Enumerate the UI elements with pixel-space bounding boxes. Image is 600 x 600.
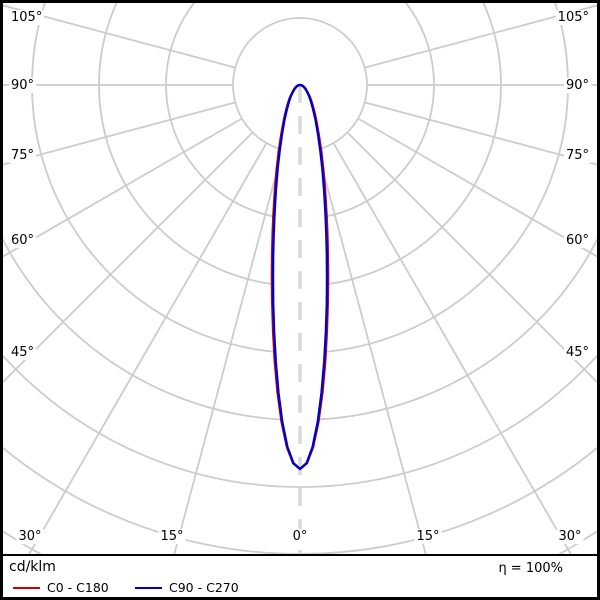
angle-label-left-0: 105° xyxy=(9,10,45,25)
unit-label: cd/klm xyxy=(9,559,56,575)
angle-label-left-4: 45° xyxy=(9,345,37,360)
angle-label-left-3: 60° xyxy=(9,233,37,248)
angle-label-right-3: 60° xyxy=(563,233,591,248)
angle-label-right-4: 45° xyxy=(563,345,591,360)
angle-label-bottom-2: 0° xyxy=(290,529,310,544)
angle-label-bottom-3: 15° xyxy=(414,529,442,544)
angle-label-right-2: 75° xyxy=(563,148,591,163)
angle-label-bottom-1: 15° xyxy=(158,529,186,544)
angle-label-bottom-4: 30° xyxy=(556,529,584,544)
angle-label-right-1: 90° xyxy=(563,78,591,93)
legend-separator-line xyxy=(3,554,597,556)
legend-label-c90-c270: C90 - C270 xyxy=(169,580,239,595)
angle-label-left-1: 90° xyxy=(9,78,37,93)
efficiency-label: η = 100% xyxy=(498,561,563,576)
legend: cd/klm C0 - C180 C90 - C270 η = 100% xyxy=(3,556,597,597)
angle-label-bottom-0: 30° xyxy=(16,529,44,544)
legend-label-c0-c180: C0 - C180 xyxy=(47,580,109,595)
polar-chart-canvas xyxy=(3,3,597,554)
c0-c180-line-swatch xyxy=(13,587,40,589)
c90-c270-line-swatch xyxy=(135,587,162,589)
angle-label-right-0: 105° xyxy=(555,10,591,25)
angle-label-left-2: 75° xyxy=(9,148,37,163)
